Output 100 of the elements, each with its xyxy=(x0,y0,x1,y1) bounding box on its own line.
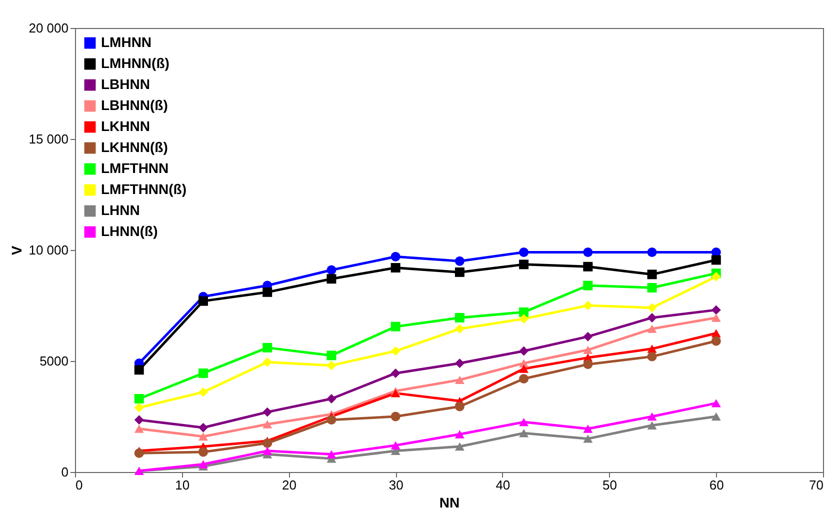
legend-label: LMFTHNN xyxy=(101,160,169,176)
point xyxy=(326,415,336,425)
legend-label: LMHNN xyxy=(101,34,152,50)
point xyxy=(198,422,208,432)
legend-label: LMFTHNN(ß) xyxy=(101,181,187,197)
point xyxy=(326,394,336,404)
y-axis-title: V xyxy=(8,245,25,256)
point xyxy=(647,324,657,333)
point xyxy=(262,342,272,352)
point xyxy=(390,263,400,273)
point xyxy=(454,267,464,277)
point xyxy=(198,432,208,441)
point xyxy=(711,305,721,315)
point xyxy=(711,272,721,282)
point xyxy=(583,300,593,310)
point xyxy=(583,247,593,257)
legend-label: LHNN xyxy=(101,202,140,218)
point xyxy=(134,424,144,433)
point xyxy=(198,460,208,468)
point xyxy=(519,418,529,426)
point xyxy=(519,374,529,384)
x-tick-label: 50 xyxy=(602,478,618,492)
point xyxy=(134,394,144,404)
point xyxy=(454,402,464,412)
point xyxy=(519,346,529,356)
point xyxy=(519,260,529,270)
x-axis-title: NN xyxy=(439,494,460,510)
point xyxy=(134,448,144,458)
point xyxy=(198,368,208,378)
point xyxy=(454,324,464,334)
legend-label: LHNN(ß) xyxy=(101,223,158,239)
point xyxy=(454,256,464,266)
point xyxy=(262,420,272,428)
point xyxy=(198,296,208,306)
point xyxy=(454,358,464,368)
legend-label: LBHNN xyxy=(101,76,150,92)
point xyxy=(326,360,336,370)
point xyxy=(711,412,721,421)
x-tick-label: 0 xyxy=(76,478,83,492)
point xyxy=(198,387,208,397)
point xyxy=(454,376,464,384)
point xyxy=(519,364,529,373)
y-tick-label: 10 000 xyxy=(28,242,68,258)
point xyxy=(583,424,593,433)
y-tick-label: 20 000 xyxy=(28,20,68,36)
y-tick-label: 5000 xyxy=(40,354,68,368)
point xyxy=(647,270,657,280)
point xyxy=(647,282,657,292)
point xyxy=(583,346,593,354)
y-tick-label: 15 000 xyxy=(28,132,68,146)
legend-label: LKHNN xyxy=(101,118,150,134)
point xyxy=(262,287,272,297)
legend-label: LKHNN(ß) xyxy=(101,139,168,155)
point xyxy=(390,441,400,450)
point xyxy=(583,434,593,443)
point xyxy=(519,314,529,324)
point xyxy=(390,412,400,422)
x-tick-label: 40 xyxy=(496,478,510,492)
point xyxy=(262,407,272,417)
point xyxy=(519,247,529,257)
point xyxy=(326,450,336,458)
legend-label: LMHNN(ß) xyxy=(101,55,170,71)
x-tick-label: 20 xyxy=(282,478,296,492)
point xyxy=(519,429,529,438)
point xyxy=(390,368,400,378)
point xyxy=(390,389,400,398)
point xyxy=(390,252,400,262)
point xyxy=(711,336,721,346)
point xyxy=(519,307,529,317)
point xyxy=(390,322,400,332)
point xyxy=(134,402,144,412)
point xyxy=(134,415,144,425)
point xyxy=(711,255,721,265)
point xyxy=(583,360,593,370)
point xyxy=(583,332,593,342)
point xyxy=(647,247,657,257)
point xyxy=(198,447,208,457)
point xyxy=(583,280,593,290)
point xyxy=(647,312,657,322)
point xyxy=(326,350,336,360)
point xyxy=(134,365,144,375)
x-tick-label: 10 xyxy=(175,478,190,492)
point xyxy=(647,302,657,312)
point xyxy=(454,312,464,322)
point xyxy=(647,352,657,362)
point xyxy=(262,438,272,448)
legend-label: LBHNN(ß) xyxy=(101,97,168,113)
point xyxy=(454,442,464,451)
y-tick-label: 0 xyxy=(61,464,68,480)
point xyxy=(711,314,721,322)
point xyxy=(583,262,593,272)
point xyxy=(326,274,336,284)
point xyxy=(454,430,464,438)
point xyxy=(647,412,657,421)
point xyxy=(326,265,336,275)
point xyxy=(711,399,721,408)
point xyxy=(647,421,657,430)
x-tick-label: 30 xyxy=(388,478,404,492)
x-tick-label: 60 xyxy=(709,478,724,492)
point xyxy=(390,346,400,356)
